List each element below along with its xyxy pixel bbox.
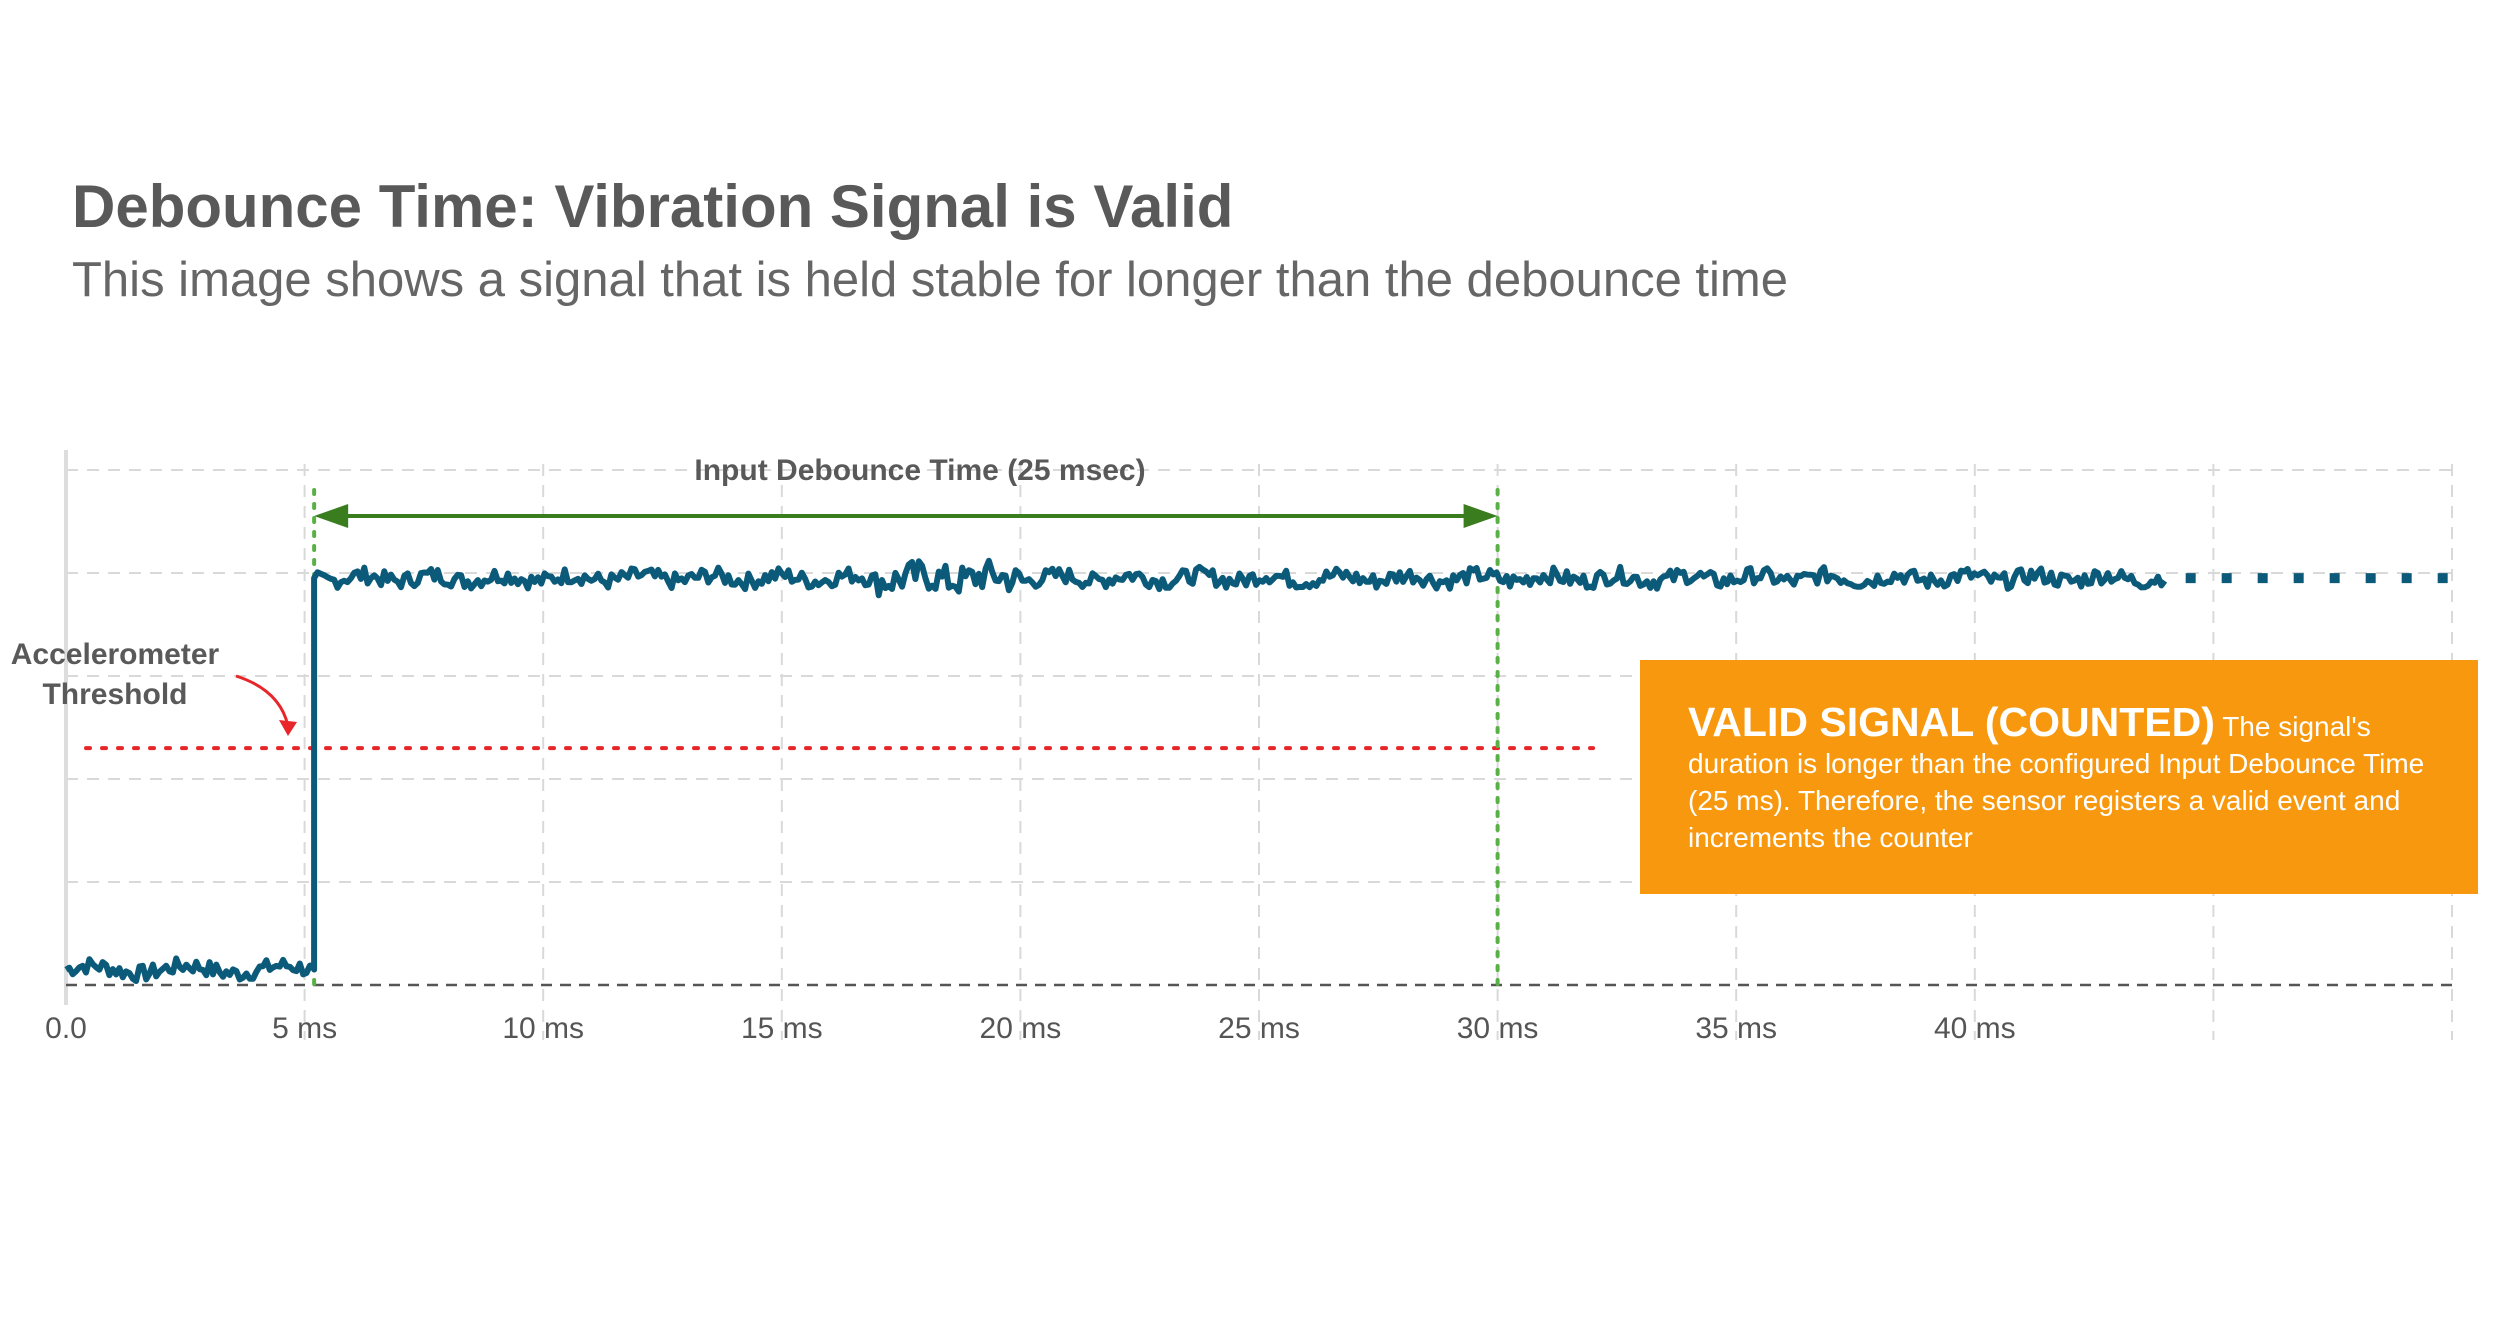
threshold-label-line2: Threshold <box>42 678 187 711</box>
x-tick-label: 25 ms <box>1218 1012 1300 1045</box>
x-tick-label: 0.0 <box>45 1012 87 1045</box>
page-subtitle: This image shows a signal that is held s… <box>72 253 1789 307</box>
callout-heading: VALID SIGNAL (COUNTED) <box>1688 699 2215 745</box>
signal-trace <box>64 557 2168 984</box>
x-tick-label: 35 ms <box>1695 1012 1777 1045</box>
page-title: Debounce Time: Vibration Signal is Valid <box>72 173 1234 240</box>
debounce-arrow-right-head <box>1463 504 1498 528</box>
valid-signal-callout: VALID SIGNAL (COUNTED) The signal's dura… <box>1640 660 2478 894</box>
debounce-label: Input Debounce Time (25 msec) <box>694 454 1145 487</box>
threshold-arrow-curve <box>235 674 290 727</box>
debounce-arrow-left-head <box>314 504 349 528</box>
x-tick-label: 20 ms <box>980 1012 1062 1045</box>
x-tick-label: 5 ms <box>272 1012 337 1045</box>
callout-body: The signal's duration is longer than the… <box>1688 711 2425 853</box>
threshold-arrow-head <box>279 720 297 736</box>
x-tick-label: 30 ms <box>1457 1012 1539 1045</box>
x-tick-label: 10 ms <box>502 1012 584 1045</box>
x-tick-label: 15 ms <box>741 1012 823 1045</box>
threshold-label-line1: Accelerometer <box>11 638 220 671</box>
x-tick-label: 40 ms <box>1934 1012 2016 1045</box>
